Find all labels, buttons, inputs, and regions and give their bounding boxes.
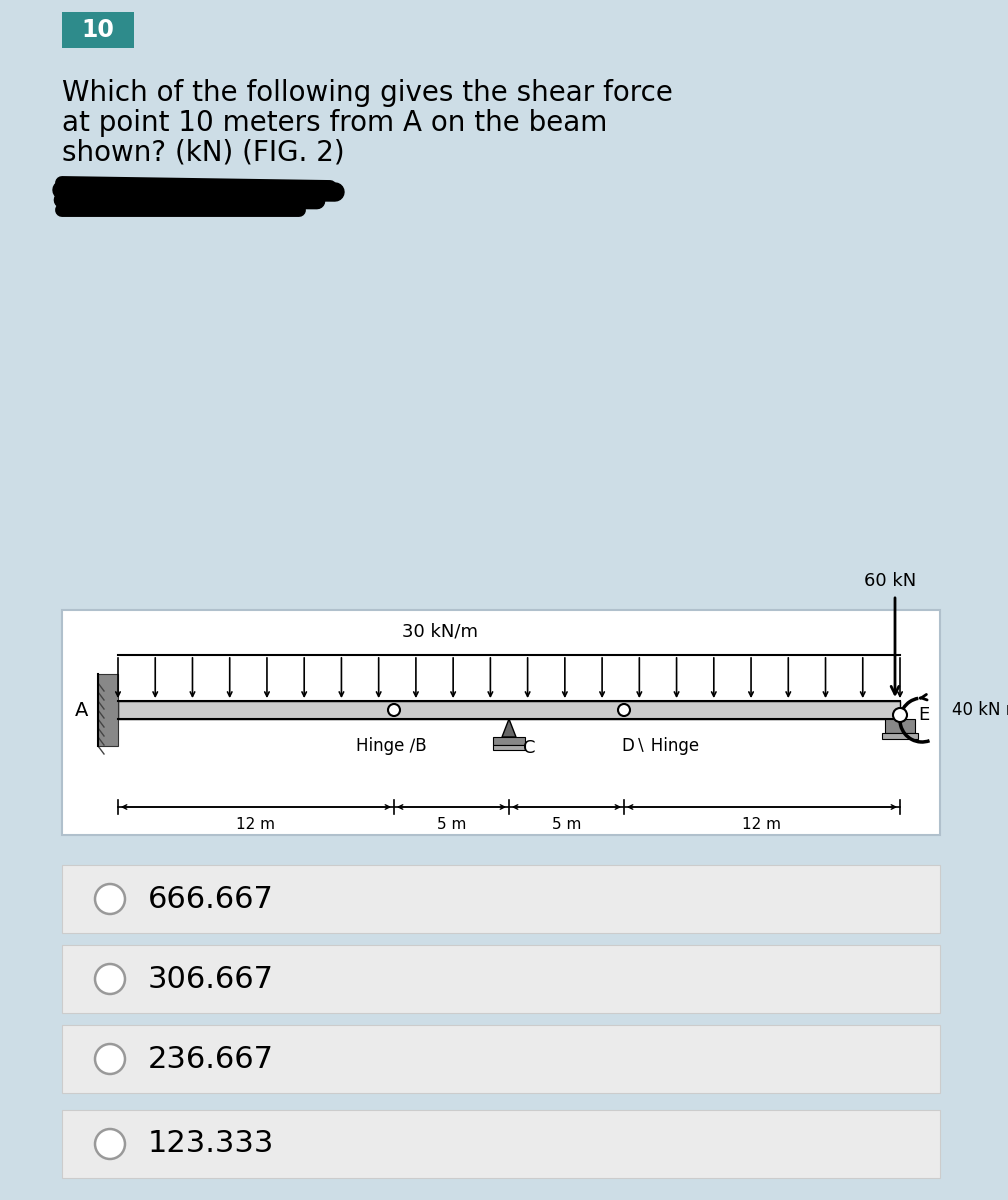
Text: 5 m: 5 m: [436, 817, 466, 832]
Circle shape: [95, 964, 125, 994]
FancyBboxPatch shape: [62, 610, 940, 835]
Bar: [493, 745, 525, 750]
Text: 30 kN/m: 30 kN/m: [402, 623, 478, 641]
Text: E: E: [918, 706, 929, 724]
Text: A: A: [75, 701, 88, 720]
Polygon shape: [502, 719, 516, 737]
FancyBboxPatch shape: [62, 1110, 940, 1178]
FancyBboxPatch shape: [62, 946, 940, 1013]
Text: 40 kN m: 40 kN m: [952, 701, 1008, 719]
Circle shape: [95, 1044, 125, 1074]
FancyBboxPatch shape: [62, 12, 134, 48]
Bar: [882, 733, 918, 739]
Circle shape: [618, 704, 630, 716]
Text: 12 m: 12 m: [237, 817, 275, 832]
Text: 236.667: 236.667: [148, 1044, 274, 1074]
Bar: [98, 674, 118, 746]
Text: 12 m: 12 m: [743, 817, 781, 832]
Bar: [493, 737, 525, 745]
Text: 123.333: 123.333: [148, 1129, 274, 1158]
FancyBboxPatch shape: [62, 1025, 940, 1093]
Text: shown? (kN) (FIG. 2): shown? (kN) (FIG. 2): [62, 139, 345, 167]
Circle shape: [95, 884, 125, 914]
Circle shape: [893, 708, 907, 722]
Text: 666.667: 666.667: [148, 884, 274, 913]
Circle shape: [388, 704, 400, 716]
Circle shape: [95, 1129, 125, 1159]
Bar: [118, 701, 900, 719]
Text: 306.667: 306.667: [148, 965, 274, 994]
Text: Hinge ∕B: Hinge ∕B: [356, 737, 426, 755]
Text: C: C: [523, 739, 535, 757]
Text: D∖ Hinge: D∖ Hinge: [622, 737, 700, 755]
Text: 60 kN: 60 kN: [864, 572, 916, 590]
Text: Which of the following gives the shear force: Which of the following gives the shear f…: [62, 79, 673, 107]
Text: 5 m: 5 m: [551, 817, 582, 832]
FancyBboxPatch shape: [62, 865, 940, 934]
Text: at point 10 meters from A on the beam: at point 10 meters from A on the beam: [62, 109, 608, 137]
Bar: [885, 719, 915, 733]
Text: 10: 10: [82, 18, 115, 42]
